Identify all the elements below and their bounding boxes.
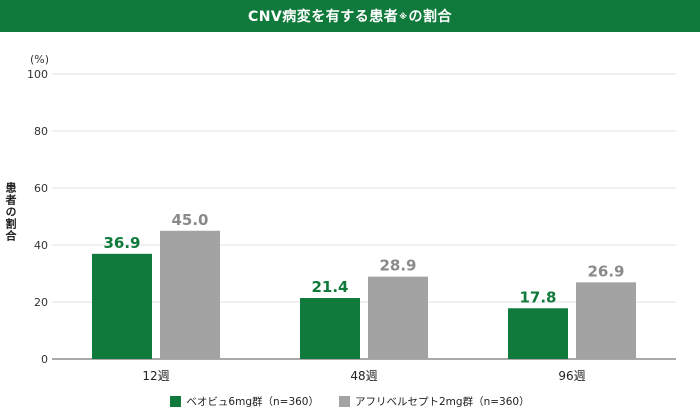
y-tick-label: 20 bbox=[34, 296, 48, 309]
bar-series-1 bbox=[508, 308, 568, 359]
legend-item-series-1: ベオビュ6mg群（n=360） bbox=[170, 394, 319, 409]
data-label-series-2: 45.0 bbox=[171, 211, 208, 229]
legend-swatch-series-1 bbox=[170, 395, 182, 407]
bar-series-2 bbox=[368, 276, 428, 359]
bar-series-2 bbox=[160, 230, 220, 359]
x-tick-label: 12週 bbox=[142, 369, 169, 383]
legend-label-series-2: アフリベルセプト2mg群（n=360） bbox=[355, 395, 530, 408]
y-tick-label: 40 bbox=[34, 239, 48, 252]
legend-swatch-series-2 bbox=[339, 395, 350, 407]
legend-label-series-1: ベオビュ6mg群（n=360） bbox=[186, 395, 319, 408]
y-tick-label: 100 bbox=[27, 68, 48, 81]
bar-chart: (%) 0 20 40 60 80 100 36.9 45.0 12週 21.4 28.9 48週 17.… bbox=[27, 53, 676, 383]
y-axis-unit: (%) bbox=[30, 53, 49, 66]
y-tick-label: 60 bbox=[34, 182, 48, 195]
y-tick-label: 80 bbox=[34, 125, 48, 138]
x-tick-label: 96週 bbox=[558, 369, 585, 383]
chart-title-suffix: の割合 bbox=[408, 9, 453, 25]
bar-series-2 bbox=[576, 282, 636, 359]
data-label-series-1: 21.4 bbox=[311, 278, 348, 296]
data-label-series-1: 36.9 bbox=[103, 234, 140, 252]
data-label-series-2: 28.9 bbox=[379, 257, 416, 275]
chart-title: CNV病変を有する患者 bbox=[247, 9, 399, 25]
x-tick-label: 48週 bbox=[350, 369, 377, 383]
legend: ベオビュ6mg群（n=360） アフリベルセプト2mg群（n=360） bbox=[0, 392, 700, 410]
footnote-mark: ※ bbox=[399, 11, 408, 21]
y-tick-label: 0 bbox=[41, 353, 48, 366]
bar-series-1 bbox=[92, 253, 152, 359]
data-label-series-1: 17.8 bbox=[519, 288, 556, 306]
legend-item-series-2: アフリベルセプト2mg群（n=360） bbox=[339, 394, 530, 409]
data-label-series-2: 26.9 bbox=[587, 262, 624, 280]
y-axis-title: 患者の割合 bbox=[4, 182, 17, 242]
bar-series-1 bbox=[300, 298, 360, 359]
chart-title-bar: CNV病変を有する患者 ※ の割合 bbox=[0, 0, 700, 32]
